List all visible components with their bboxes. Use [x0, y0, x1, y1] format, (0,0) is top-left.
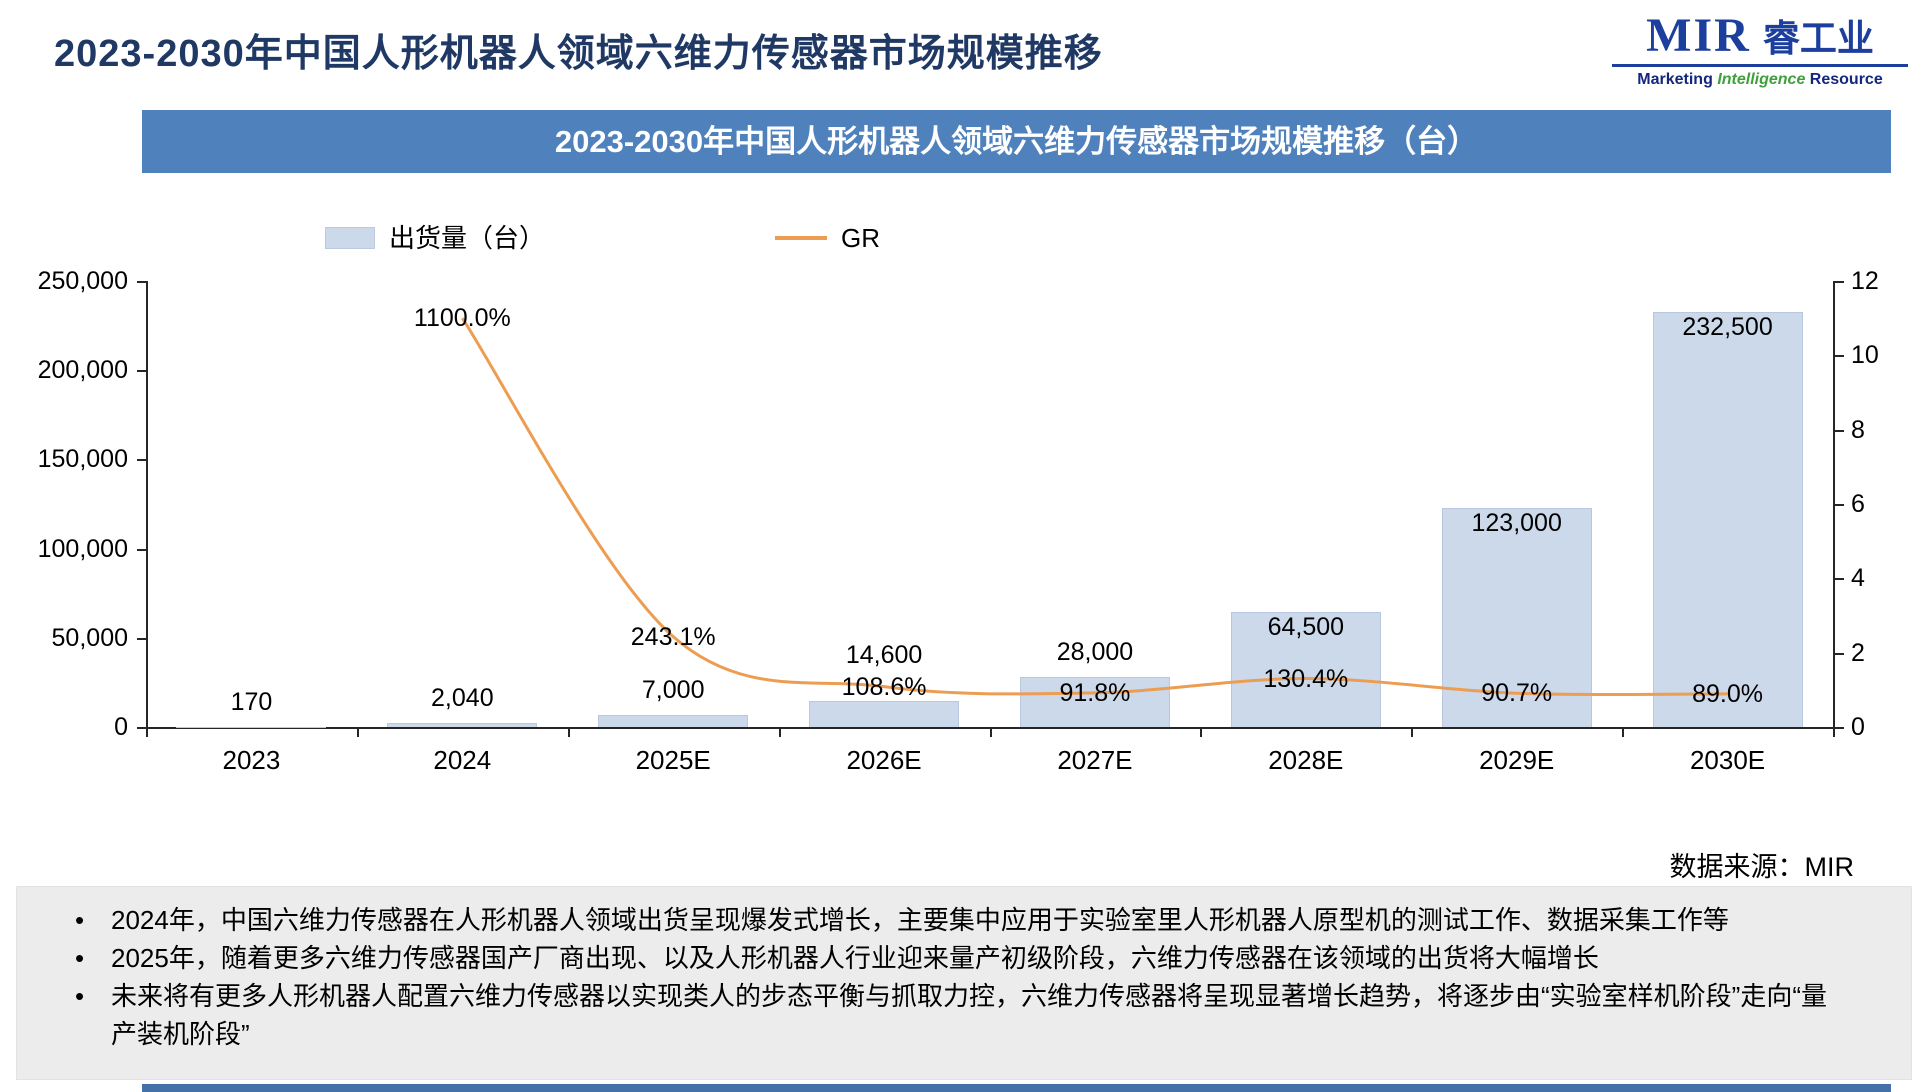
- gr-value-label: 89.0%: [1692, 679, 1763, 708]
- x-axis-tick: [1833, 727, 1835, 737]
- bar-value-label: 123,000: [1471, 508, 1562, 537]
- secondary-y-axis-label: 10: [1851, 341, 1879, 370]
- chart-banner-title: 2023-2030年中国人形机器人领域六维力传感器市场规模推移（台）: [142, 110, 1891, 173]
- legend-item-shipments: 出货量（台）: [325, 222, 545, 254]
- page-title: 2023-2030年中国人形机器人领域六维力传感器市场规模推移: [54, 33, 1103, 75]
- x-axis-tick: [1200, 727, 1203, 737]
- bar-2024: [387, 723, 538, 727]
- gr-value-label: 243.1%: [630, 622, 716, 651]
- notes-box: 2024年，中国六维力传感器在人形机器人领域出货呈现爆发式增长，主要集中应用于实…: [16, 886, 1912, 1080]
- secondary-y-axis-label: 6: [1851, 490, 1865, 518]
- secondary-y-axis-tick: [1835, 504, 1844, 506]
- secondary-y-axis-label: 4: [1851, 564, 1865, 593]
- y-axis-label: 150,000: [37, 445, 128, 474]
- bar-value-label: 28,000: [1056, 638, 1134, 667]
- bar-value-label: 232,500: [1682, 313, 1773, 342]
- x-axis-tick: [567, 727, 570, 737]
- x-axis-tick: [778, 727, 781, 737]
- x-axis-tick: [1622, 727, 1625, 737]
- mir-logo-wordmark: MIR 睿工业: [1612, 8, 1908, 63]
- x-axis-tick: [356, 727, 359, 737]
- x-axis-label: 2028E: [1268, 745, 1344, 775]
- x-axis-label: 2029E: [1479, 745, 1555, 775]
- secondary-y-axis-label: 8: [1851, 415, 1865, 444]
- y-axis-tick: [137, 459, 146, 462]
- bar-2026E: [809, 700, 960, 727]
- x-axis-tick: [146, 727, 148, 737]
- gr-value-label: 108.6%: [841, 672, 927, 701]
- x-axis-label: 2023: [222, 745, 281, 775]
- bar-value-label: 7,000: [641, 675, 705, 704]
- note-bullet: 2025年，随着更多六维力传感器国产厂商出现、以及人形机器人行业迎来量产初级阶段…: [67, 939, 1851, 977]
- bar-value-label: 14,600: [845, 640, 923, 669]
- mir-logo: MIR 睿工业 Marketing Intelligence Resource: [1612, 8, 1908, 89]
- secondary-y-axis-label: 12: [1851, 267, 1879, 295]
- bar-value-label: 170: [230, 687, 273, 716]
- secondary-y-axis-line: [1833, 281, 1835, 729]
- x-axis-label: 2027E: [1057, 745, 1133, 775]
- bar-2030E: [1652, 312, 1803, 727]
- x-axis-tick: [1411, 727, 1414, 737]
- mir-logo-text: MIR: [1646, 9, 1751, 62]
- secondary-y-axis-tick: [1835, 355, 1844, 358]
- gr-value-label: 130.4%: [1263, 664, 1349, 693]
- tagline-intelligence: Intelligence: [1717, 71, 1806, 88]
- x-axis-tick: [989, 727, 992, 737]
- note-bullet: 2024年，中国六维力传感器在人形机器人领域出货呈现爆发式增长，主要集中应用于实…: [67, 901, 1851, 939]
- secondary-y-axis-tick: [1835, 429, 1844, 432]
- y-axis-label: 50,000: [51, 623, 128, 652]
- secondary-y-axis-tick: [1835, 727, 1844, 729]
- y-axis-label: 200,000: [37, 356, 128, 385]
- bar-value-label: 2,040: [431, 684, 494, 713]
- x-axis-label: 2024: [433, 745, 492, 775]
- legend-shipments-label: 出货量（台）: [389, 223, 546, 253]
- mir-logo-chinese: 睿工业: [1762, 18, 1874, 59]
- mir-logo-tagline: Marketing Intelligence Resource: [1612, 71, 1908, 89]
- y-axis-tick: [137, 548, 146, 551]
- legend-gr-label: GR: [841, 223, 881, 253]
- note-bullet: 未来将有更多人形机器人配置六维力传感器以实现类人的步态平衡与抓取力控，六维力传感…: [67, 977, 1851, 1053]
- y-axis-tick: [137, 370, 146, 373]
- legend-item-gr: GR: [775, 222, 880, 254]
- primary-y-axis-line: [146, 281, 148, 729]
- secondary-y-axis-tick: [1835, 578, 1844, 581]
- secondary-y-axis-tick: [1835, 281, 1844, 283]
- secondary-y-axis-tick: [1835, 652, 1844, 655]
- secondary-y-axis-label: 0: [1851, 713, 1865, 741]
- y-axis-tick: [137, 281, 146, 283]
- bar-2025E: [598, 714, 749, 727]
- chart-legend: 出货量（台） GR: [325, 222, 880, 254]
- y-axis-label: 100,000: [37, 534, 128, 563]
- bar-2023: [176, 726, 327, 728]
- mir-logo-divider: [1612, 64, 1908, 67]
- line-series-swatch: [775, 236, 828, 240]
- bar-series-swatch: [325, 227, 375, 249]
- secondary-y-axis-label: 2: [1851, 638, 1865, 667]
- next-section-strip: [142, 1084, 1891, 1092]
- x-axis-label: 2030E: [1689, 745, 1766, 775]
- y-axis-label: 0: [114, 713, 128, 741]
- x-axis-label: 2025E: [635, 745, 711, 775]
- bar-value-label: 64,500: [1267, 612, 1345, 641]
- x-axis-label: 2026E: [846, 745, 922, 775]
- gr-value-label: 1100.0%: [413, 304, 511, 333]
- y-axis-label: 250,000: [37, 267, 128, 295]
- y-axis-tick: [137, 727, 146, 729]
- y-axis-tick: [137, 637, 146, 640]
- gr-value-label: 90.7%: [1481, 679, 1553, 708]
- notes-bullet-list: 2024年，中国六维力传感器在人形机器人领域出货呈现爆发式增长，主要集中应用于实…: [67, 901, 1851, 1053]
- tagline-marketing: Marketing: [1637, 71, 1713, 88]
- data-source: 数据来源：MIR: [1669, 852, 1855, 882]
- gr-value-label: 91.8%: [1059, 678, 1131, 707]
- tagline-resource: Resource: [1809, 71, 1883, 88]
